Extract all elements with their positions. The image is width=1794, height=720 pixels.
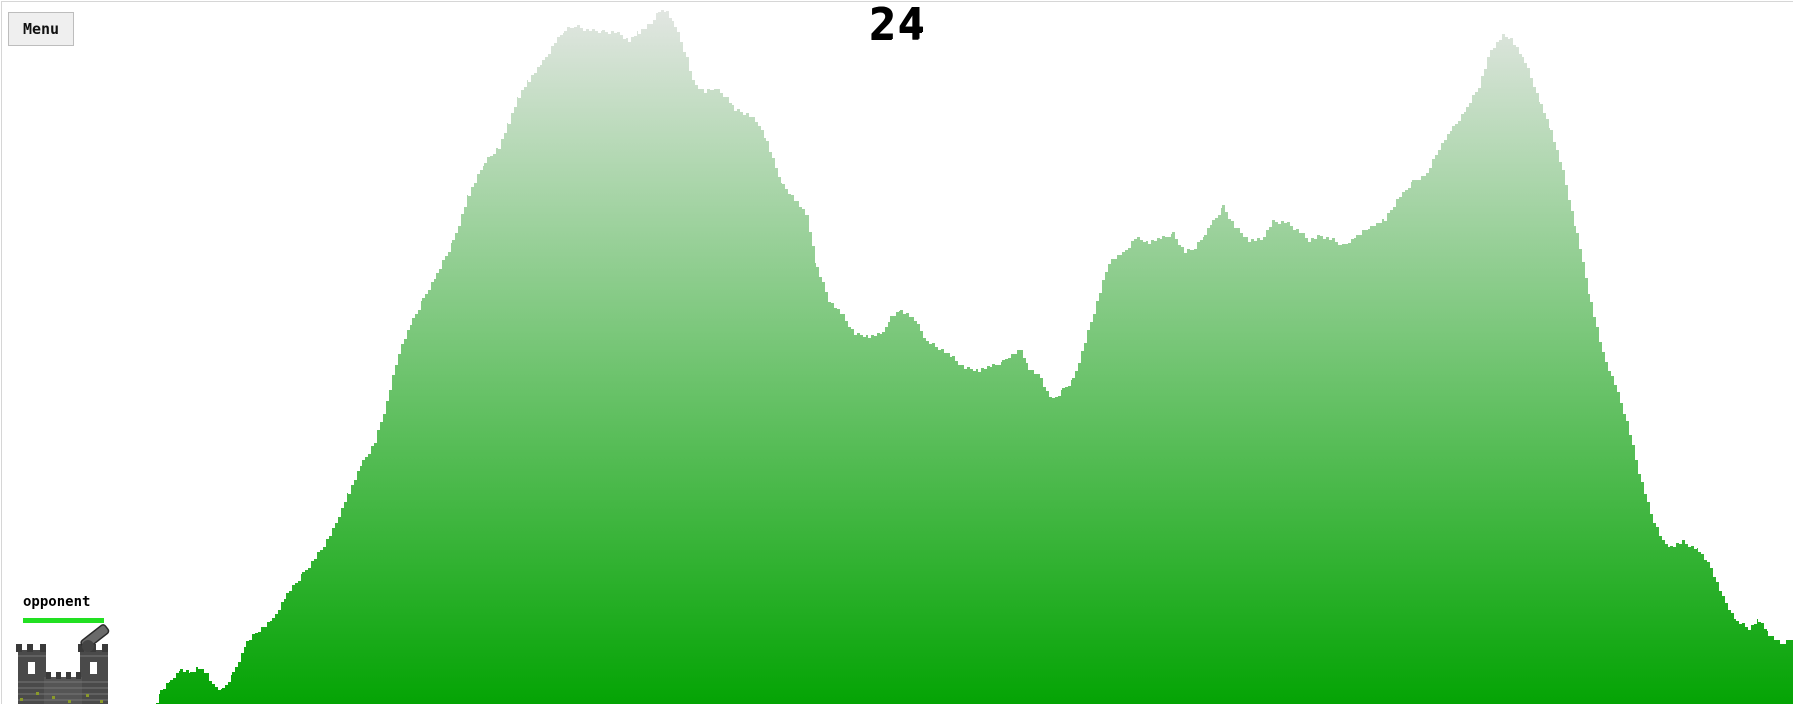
terrain-hills <box>156 10 1793 704</box>
terrain <box>156 10 1793 704</box>
player-health-bar <box>23 618 104 623</box>
game-canvas[interactable]: Menu 24 opponent <box>1 1 1793 704</box>
cannon-icon <box>80 624 110 652</box>
player-name-label: opponent <box>23 594 91 610</box>
player-castle[interactable] <box>16 622 114 704</box>
turn-counter: 24 <box>869 1 926 50</box>
menu-button[interactable]: Menu <box>8 12 74 46</box>
player-health-fill <box>23 618 104 623</box>
castle-icon <box>16 644 108 704</box>
